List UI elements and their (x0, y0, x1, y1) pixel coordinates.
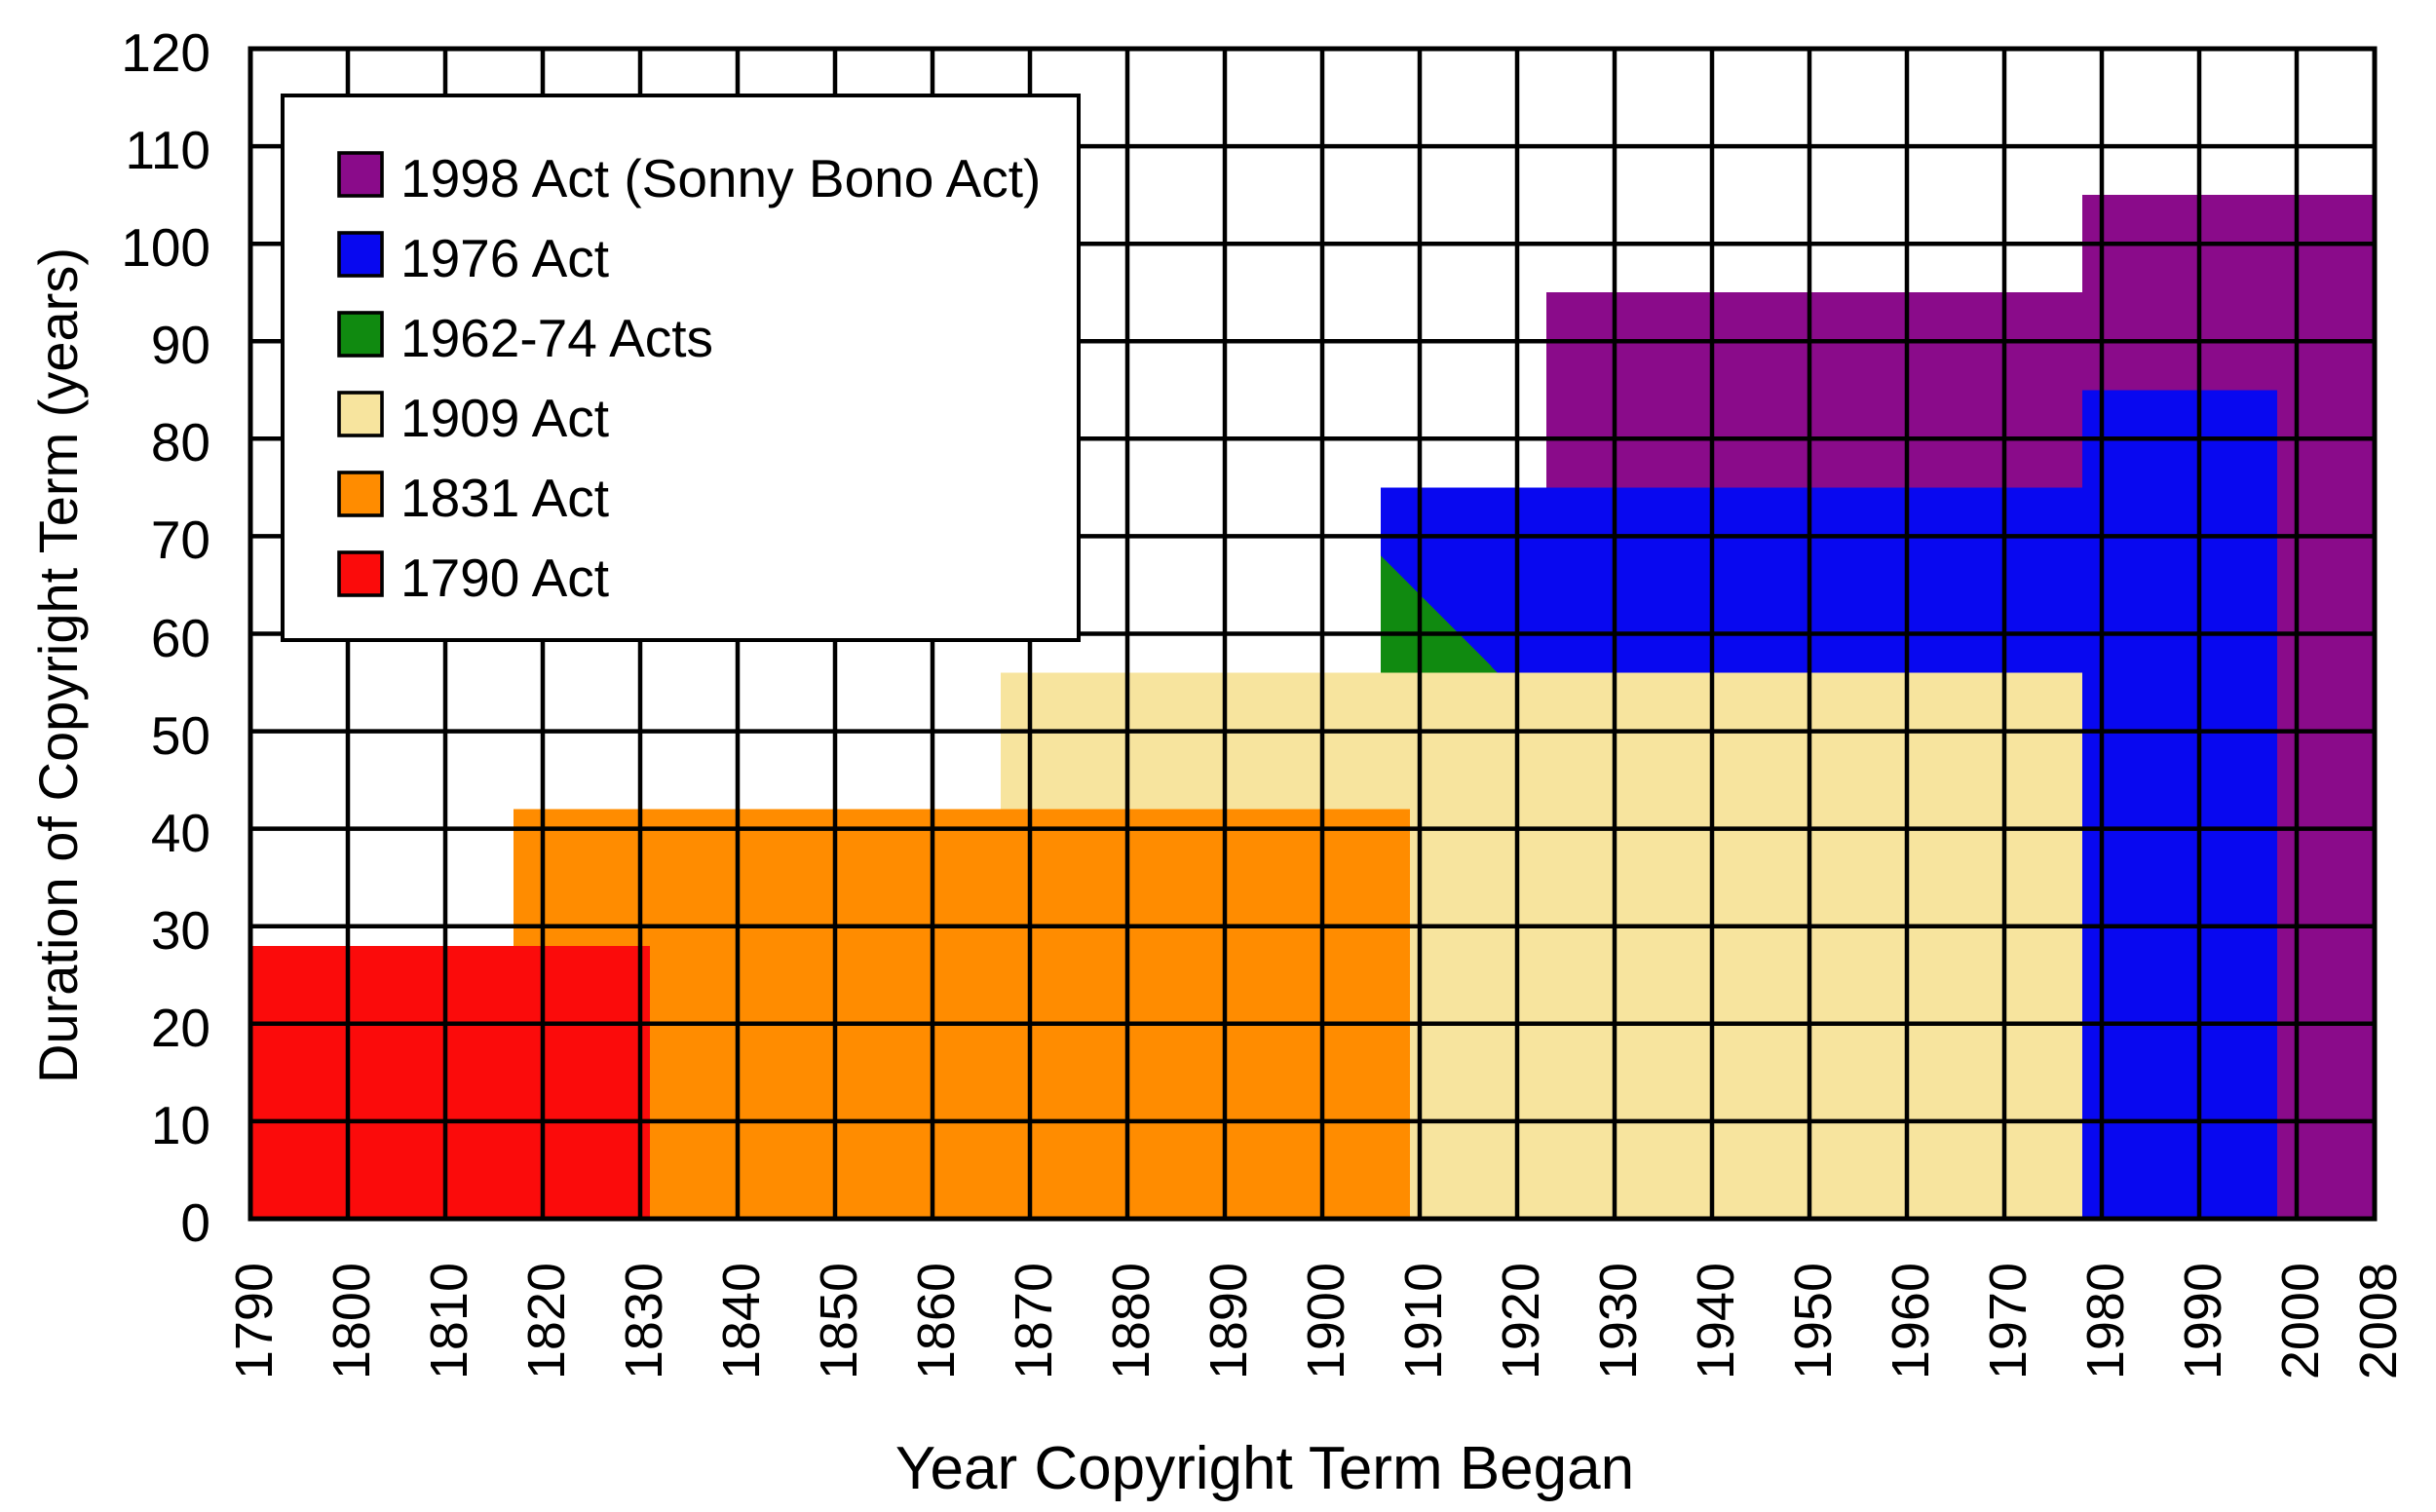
svg-text:1950: 1950 (1784, 1263, 1843, 1380)
svg-text:10: 10 (151, 1095, 210, 1155)
svg-text:1880: 1880 (1102, 1263, 1161, 1380)
svg-text:1820: 1820 (517, 1263, 576, 1380)
svg-text:1810: 1810 (420, 1263, 478, 1380)
svg-text:110: 110 (125, 120, 210, 180)
svg-text:1860: 1860 (907, 1263, 966, 1380)
svg-text:90: 90 (151, 315, 210, 375)
svg-text:1790: 1790 (225, 1263, 284, 1380)
svg-text:1920: 1920 (1492, 1263, 1550, 1380)
svg-text:1870: 1870 (1005, 1263, 1063, 1380)
svg-text:1976 Act: 1976 Act (400, 228, 609, 288)
svg-text:1831 Act: 1831 Act (400, 468, 609, 528)
svg-text:0: 0 (180, 1192, 210, 1253)
svg-text:20: 20 (151, 998, 210, 1058)
svg-text:1970: 1970 (1979, 1263, 2037, 1380)
svg-text:1850: 1850 (810, 1263, 868, 1380)
svg-text:1800: 1800 (323, 1263, 381, 1380)
svg-text:Year Copyright Term Began: Year Copyright Term Began (895, 1435, 1634, 1502)
svg-text:1890: 1890 (1199, 1263, 1258, 1380)
svg-text:1910: 1910 (1394, 1263, 1453, 1380)
svg-text:1900: 1900 (1297, 1263, 1355, 1380)
svg-text:1990: 1990 (2174, 1263, 2232, 1380)
svg-text:1940: 1940 (1687, 1263, 1745, 1380)
svg-text:1840: 1840 (712, 1263, 771, 1380)
svg-text:1790 Act: 1790 Act (400, 548, 609, 608)
svg-text:50: 50 (151, 705, 210, 766)
svg-text:Duration of Copyright Term (ye: Duration of Copyright Term (years) (27, 247, 89, 1083)
svg-text:40: 40 (151, 803, 210, 863)
svg-text:60: 60 (151, 608, 210, 668)
svg-text:100: 100 (121, 217, 210, 278)
svg-text:80: 80 (151, 412, 210, 472)
svg-text:1962-74 Acts: 1962-74 Acts (400, 308, 713, 368)
svg-text:30: 30 (151, 900, 210, 961)
svg-text:1980: 1980 (2076, 1263, 2135, 1380)
svg-text:1960: 1960 (1882, 1263, 1940, 1380)
svg-text:1909 Act: 1909 Act (400, 388, 609, 448)
svg-text:1830: 1830 (615, 1263, 673, 1380)
svg-text:2000: 2000 (2271, 1263, 2330, 1380)
svg-text:120: 120 (121, 22, 210, 83)
svg-text:1930: 1930 (1589, 1263, 1648, 1380)
svg-text:1998 Act (Sonny Bono Act): 1998 Act (Sonny Bono Act) (400, 148, 1041, 208)
svg-text:70: 70 (151, 510, 210, 570)
svg-text:2008: 2008 (2349, 1263, 2408, 1380)
